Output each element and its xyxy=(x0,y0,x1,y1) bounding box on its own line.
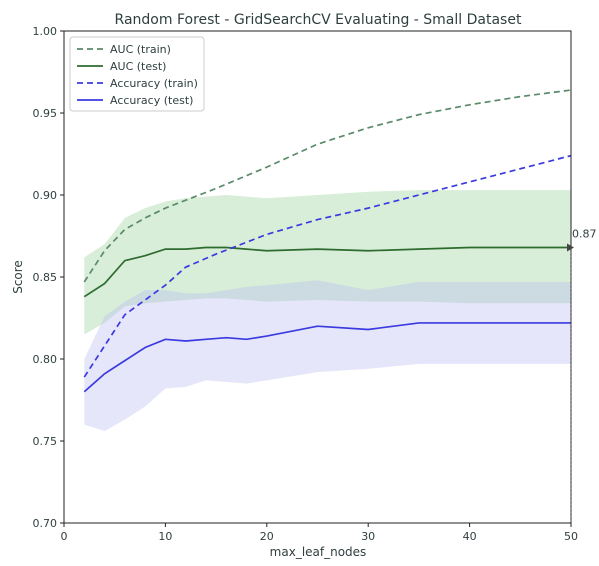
series-line-2 xyxy=(83,154,572,378)
y-tick-label-1: 0.75 xyxy=(33,435,58,448)
y-tick-label-0: 0.70 xyxy=(33,517,58,530)
x-tick-label-5: 50 xyxy=(564,530,578,543)
x-axis: 0 10 20 30 40 50 xyxy=(61,523,578,543)
x-tick-label-2: 20 xyxy=(260,530,274,543)
legend-entry-3: Accuracy (test) xyxy=(110,94,193,107)
legend-box xyxy=(69,36,205,112)
series-line-0 xyxy=(83,89,572,283)
y-tick-label-5: 0.95 xyxy=(33,107,58,120)
y-tick-label-3: 0.85 xyxy=(33,271,58,284)
annotation-marker xyxy=(567,243,574,252)
series-line-3 xyxy=(83,322,571,393)
confidence-band-3 xyxy=(84,280,571,432)
y-tick-label-2: 0.80 xyxy=(33,353,58,366)
chart-title: Random Forest - GridSearchCV Evaluating … xyxy=(115,12,522,28)
y-tick-label-6: 1.00 xyxy=(33,25,58,38)
x-tick-label-1: 10 xyxy=(158,530,172,543)
y-axis-label: Score xyxy=(11,260,25,294)
y-axis: 0.70 0.75 0.80 0.85 0.90 0.95 1.00 xyxy=(33,25,64,530)
annotation-layer: 0.87 xyxy=(567,227,597,523)
confidence-band-1 xyxy=(84,190,571,335)
x-tick-label-4: 40 xyxy=(463,530,477,543)
x-axis-label: max_leaf_nodes xyxy=(270,545,367,559)
legend-entry-1: AUC (test) xyxy=(110,60,166,73)
legend-entry-2: Accuracy (train) xyxy=(110,77,198,90)
annotation-label: 0.87 xyxy=(572,227,597,240)
x-tick-label-3: 30 xyxy=(361,530,375,543)
x-tick-label-0: 0 xyxy=(61,530,68,543)
band-layer xyxy=(84,190,571,432)
legend-entry-0: AUC (train) xyxy=(110,43,171,56)
series-line-1 xyxy=(83,246,571,298)
y-tick-label-4: 0.90 xyxy=(33,189,58,202)
line-layer xyxy=(83,89,572,393)
legend: AUC (train) AUC (test) Accuracy (train) Acc… xyxy=(69,36,205,112)
